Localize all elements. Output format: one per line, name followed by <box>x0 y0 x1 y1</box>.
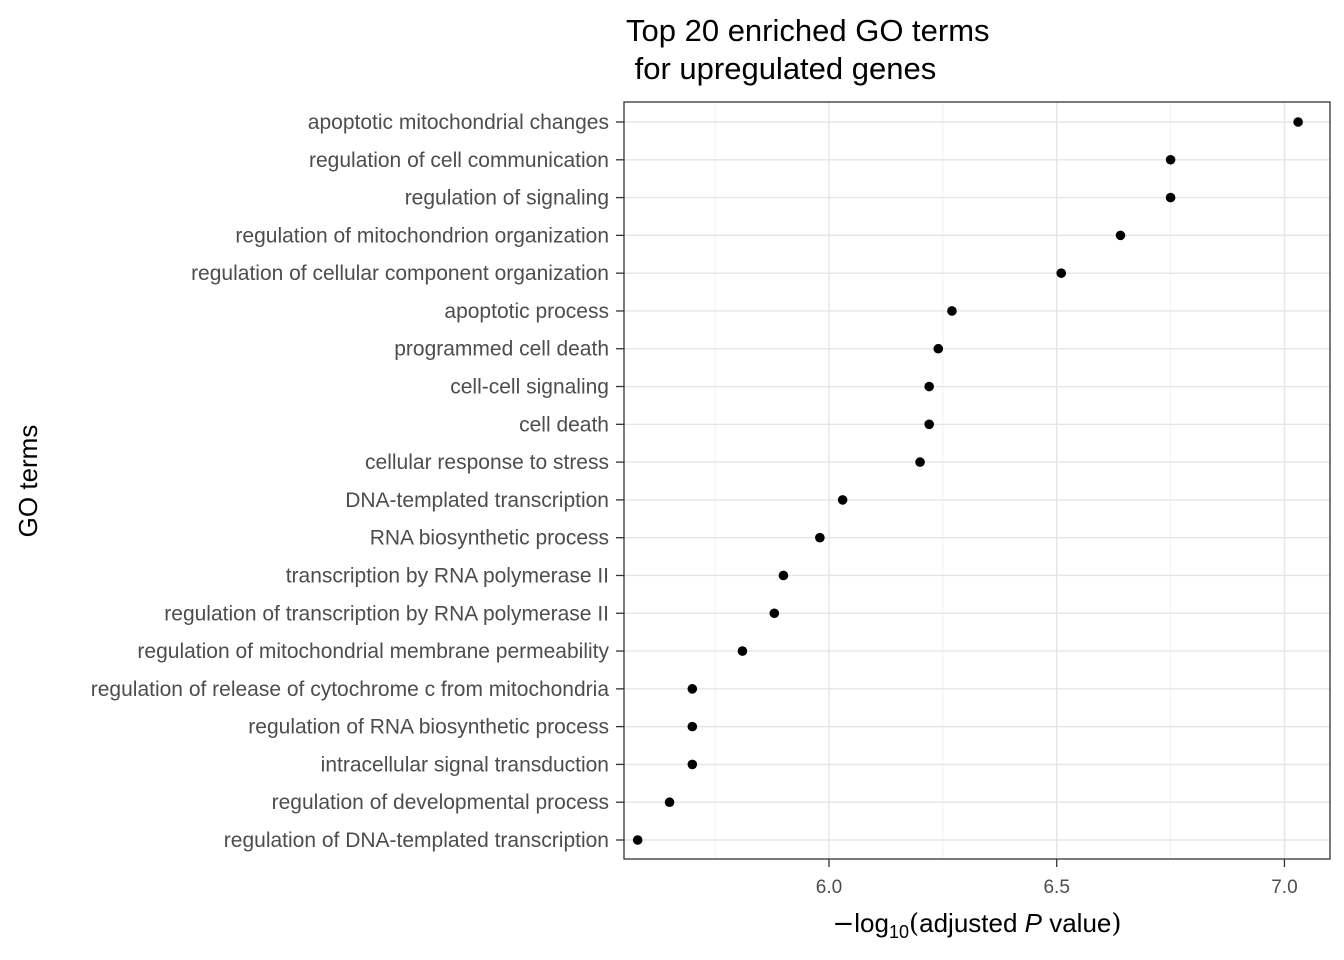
x-tick-label: 6.0 <box>816 877 842 898</box>
category-label: regulation of mitochondrion organization <box>235 224 609 247</box>
category-label: transcription by RNA polymerase II <box>286 564 609 587</box>
category-label: DNA-templated transcription <box>345 489 609 512</box>
category-label: cellular response to stress <box>365 451 609 474</box>
category-label: cell death <box>519 413 609 436</box>
grid-lines <box>624 102 1330 859</box>
data-point <box>737 646 748 656</box>
x-axis-title-base: 10 <box>889 922 909 942</box>
axis-ticks <box>616 121 1286 867</box>
data-point <box>1293 117 1303 127</box>
category-labels: apoptotic mitochondrial changes regulatio… <box>91 111 610 852</box>
data-point <box>769 608 780 619</box>
category-label: regulation of DNA-templated transcriptio… <box>224 829 609 852</box>
x-tick-label: 6.5 <box>1043 877 1069 898</box>
category-label: regulation of mitochondrial membrane per… <box>137 640 609 663</box>
x-axis-title-italic: P <box>1025 908 1043 938</box>
category-label: regulation of developmental process <box>272 791 609 814</box>
data-point <box>687 721 698 732</box>
category-label: apoptotic mitochondrial changes <box>308 111 609 134</box>
data-point <box>664 797 675 808</box>
category-label: regulation of signaling <box>405 187 609 210</box>
x-tick-label: 7.0 <box>1271 877 1297 898</box>
data-point <box>924 419 934 430</box>
x-axis-title-suffix: value <box>1042 908 1111 938</box>
category-label: regulation of RNA biosynthetic process <box>248 716 609 739</box>
data-point <box>815 532 825 543</box>
data-point <box>947 306 957 316</box>
data-point <box>778 570 789 581</box>
data-point <box>687 759 698 770</box>
data-point <box>687 684 698 694</box>
x-axis-title-minus: − <box>832 909 854 939</box>
data-point <box>632 835 643 845</box>
data-point <box>933 343 944 354</box>
category-label: cell-cell signaling <box>450 376 609 399</box>
data-point <box>1165 154 1176 165</box>
data-point <box>1115 230 1126 241</box>
y-axis-title: GO terms <box>13 425 43 538</box>
data-point <box>837 495 848 505</box>
x-axis-title: −log10(adjusted P value) <box>832 908 1121 942</box>
data-point <box>915 457 925 467</box>
data-points <box>632 117 1303 845</box>
data-point <box>924 381 934 392</box>
x-axis-title-open-paren: ( <box>909 909 919 939</box>
x-axis-title-text: adjusted <box>919 908 1025 938</box>
data-point <box>1165 192 1176 203</box>
category-label: regulation of cellular component organiz… <box>191 262 609 285</box>
category-label: apoptotic process <box>444 300 609 323</box>
plot-panel-border <box>623 101 1331 860</box>
category-label: RNA biosynthetic process <box>370 527 609 550</box>
chart-title-line-1: Top 20 enriched GO terms <box>626 13 990 48</box>
chart-title-line-2: for upregulated genes <box>626 51 936 86</box>
category-label: regulation of cell communication <box>309 149 609 172</box>
x-axis-title-close-paren: ) <box>1111 909 1121 939</box>
data-point <box>1056 268 1067 278</box>
category-label: regulation of release of cytochrome c fr… <box>91 678 610 701</box>
category-label: regulation of transcription by RNA polym… <box>164 602 609 625</box>
category-label: programmed cell death <box>394 338 609 361</box>
x-axis-title-log: log <box>854 908 889 938</box>
category-label: intracellular signal transduction <box>321 753 609 776</box>
x-tick-labels: 6.0 6.5 7.0 <box>816 877 1298 898</box>
